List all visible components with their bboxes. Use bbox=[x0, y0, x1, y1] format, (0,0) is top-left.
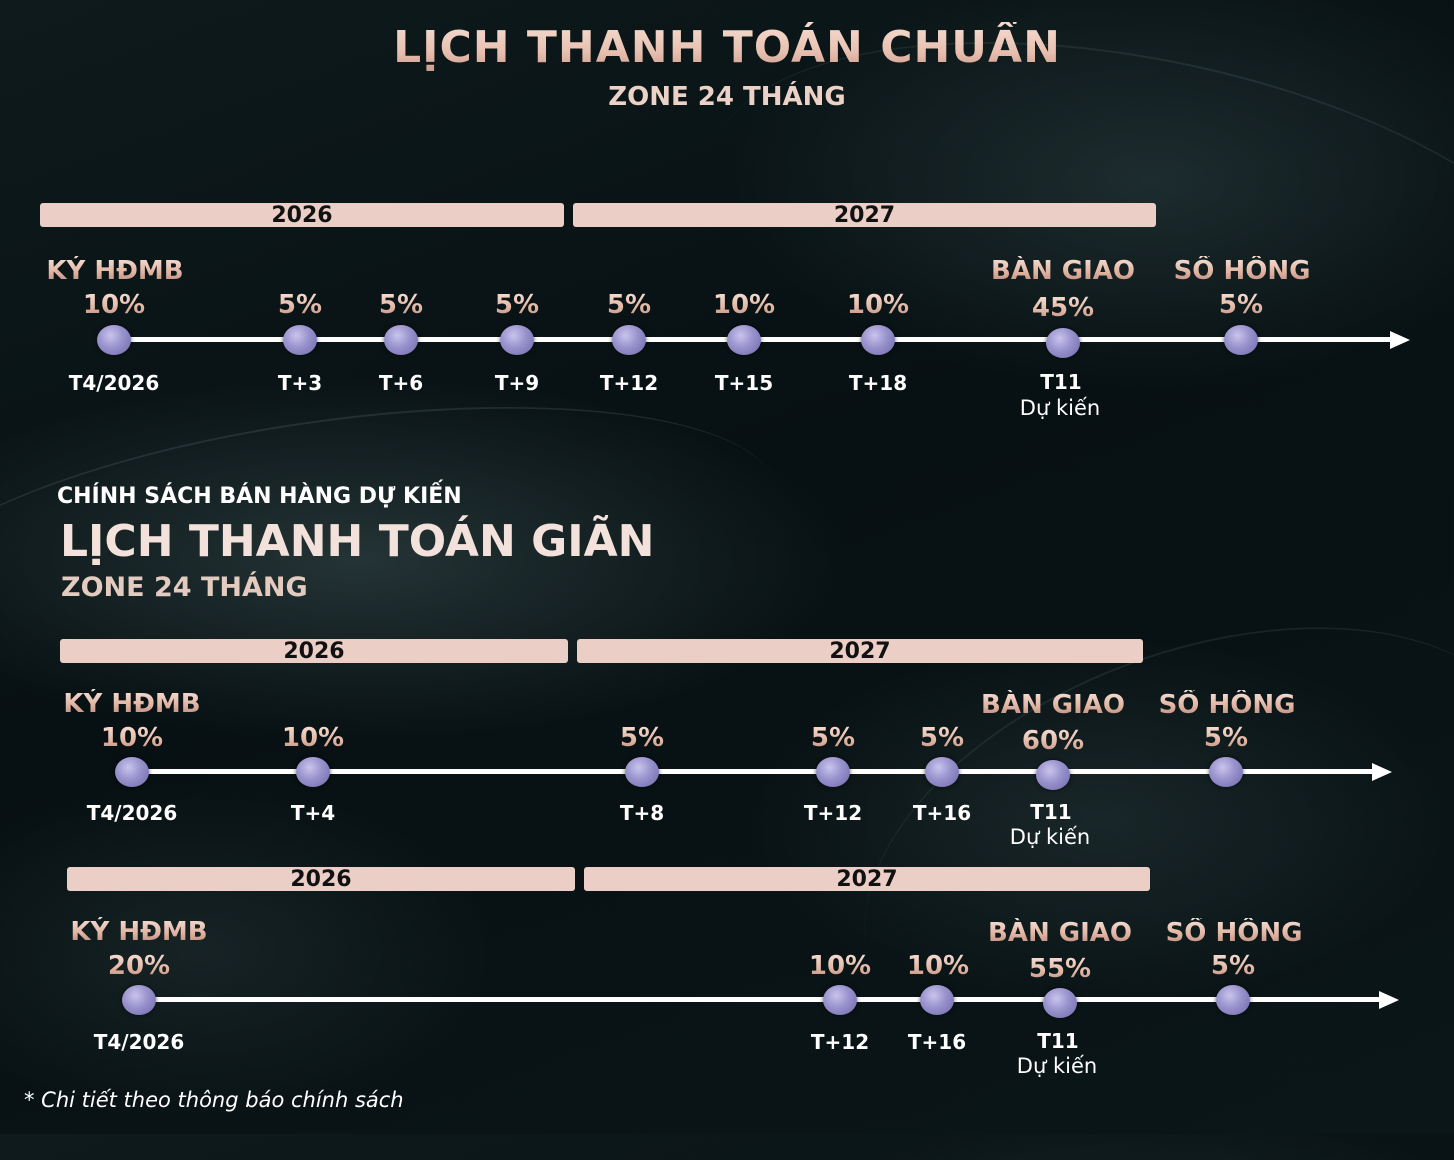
milestone-date: T+8 bbox=[619, 801, 665, 825]
timeline-dot bbox=[1224, 325, 1258, 355]
payment-percent: 5% bbox=[882, 723, 1002, 753]
payment-percent: 10% bbox=[780, 951, 900, 981]
timeline-dot bbox=[612, 325, 646, 355]
timeline-dot bbox=[920, 985, 954, 1015]
payment-percent: 5% bbox=[240, 290, 360, 320]
page-title: LỊCH THANH TOÁN CHUẨN bbox=[0, 22, 1454, 73]
payment-percent: 10% bbox=[818, 290, 938, 320]
payment-percent: 5% bbox=[457, 290, 577, 320]
section-title: LỊCH THANH TOÁN GIÃN bbox=[60, 516, 655, 567]
milestone-note: Dự kiến bbox=[1016, 1054, 1098, 1078]
timeline-dot bbox=[1209, 757, 1243, 787]
payment-percent: 10% bbox=[878, 951, 998, 981]
year-bar-2026: 2026 bbox=[40, 203, 564, 228]
timeline-dot bbox=[115, 757, 149, 787]
milestone-date: T11 bbox=[1037, 1029, 1079, 1053]
payment-percent: 5% bbox=[1173, 951, 1293, 981]
timeline-dot bbox=[1046, 328, 1080, 358]
timeline-dot bbox=[97, 325, 131, 355]
milestone-label: KÝ HĐMB bbox=[25, 256, 205, 286]
milestone-date: T11 bbox=[1040, 370, 1082, 394]
milestone-date: T+12 bbox=[810, 1030, 870, 1054]
year-bar-2027: 2027 bbox=[577, 639, 1143, 664]
payment-percent: 5% bbox=[341, 290, 461, 320]
year-bar-2027: 2027 bbox=[584, 867, 1150, 892]
milestone-date: T+12 bbox=[803, 801, 863, 825]
milestone-date: T4/2026 bbox=[86, 801, 178, 825]
milestone-label: KÝ HĐMB bbox=[49, 917, 229, 947]
timeline-dot bbox=[500, 325, 534, 355]
timeline-dot bbox=[1036, 760, 1070, 790]
timeline-dot bbox=[384, 325, 418, 355]
milestone-label: KÝ HĐMB bbox=[42, 689, 222, 719]
payment-percent: 5% bbox=[1181, 290, 1301, 320]
year-bar-2027: 2027 bbox=[573, 203, 1156, 228]
payment-percent: 5% bbox=[1166, 723, 1286, 753]
payment-percent: 55% bbox=[1000, 954, 1120, 984]
payment-percent: 5% bbox=[569, 290, 689, 320]
milestone-date: T+16 bbox=[907, 1030, 967, 1054]
payment-percent: 20% bbox=[79, 951, 199, 981]
timeline-dot bbox=[861, 325, 895, 355]
timeline-dot bbox=[1216, 985, 1250, 1015]
arrow-icon bbox=[1390, 331, 1410, 349]
milestone-note: Dự kiến bbox=[1009, 825, 1091, 849]
payment-percent: 10% bbox=[253, 723, 373, 753]
milestone-date: T+4 bbox=[290, 801, 336, 825]
milestone-label: BÀN GIAO bbox=[973, 256, 1153, 286]
timeline-dot bbox=[727, 325, 761, 355]
milestone-label: BÀN GIAO bbox=[963, 690, 1143, 720]
milestone-date: T+9 bbox=[494, 371, 540, 395]
milestone-date: T4/2026 bbox=[93, 1030, 185, 1054]
arrow-icon bbox=[1379, 991, 1399, 1009]
timeline-dot bbox=[816, 757, 850, 787]
timeline-dot bbox=[283, 325, 317, 355]
milestone-date: T+12 bbox=[599, 371, 659, 395]
milestone-date: T4/2026 bbox=[68, 371, 160, 395]
payment-percent: 10% bbox=[54, 290, 174, 320]
milestone-note: Dự kiến bbox=[1019, 396, 1101, 420]
payment-percent: 10% bbox=[684, 290, 804, 320]
policy-label: CHÍNH SÁCH BÁN HÀNG DỰ KIẾN bbox=[57, 484, 462, 509]
footnote: * Chi tiết theo thông báo chính sách bbox=[24, 1088, 404, 1112]
page-subtitle: ZONE 24 THÁNG bbox=[608, 82, 846, 112]
milestone-label: SỔ HỒNG bbox=[1137, 690, 1317, 720]
milestone-label: BÀN GIAO bbox=[970, 918, 1150, 948]
milestone-date: T+15 bbox=[714, 371, 774, 395]
payment-percent: 10% bbox=[72, 723, 192, 753]
timeline-dot bbox=[823, 985, 857, 1015]
arrow-icon bbox=[1372, 763, 1392, 781]
milestone-date: T+16 bbox=[912, 801, 972, 825]
milestone-date: T+18 bbox=[848, 371, 908, 395]
timeline-dot bbox=[122, 985, 156, 1015]
payment-percent: 45% bbox=[1003, 293, 1123, 323]
section-subtitle: ZONE 24 THÁNG bbox=[61, 572, 308, 603]
timeline-dot bbox=[625, 757, 659, 787]
milestone-date: T11 bbox=[1030, 800, 1072, 824]
timeline-dot bbox=[1043, 988, 1077, 1018]
payment-percent: 5% bbox=[582, 723, 702, 753]
milestone-date: T+3 bbox=[277, 371, 323, 395]
milestone-label: SỔ HỒNG bbox=[1152, 256, 1332, 286]
payment-percent: 60% bbox=[993, 726, 1113, 756]
timeline-dot bbox=[925, 757, 959, 787]
timeline-axis bbox=[139, 997, 1383, 1002]
milestone-label: SỔ HỒNG bbox=[1144, 918, 1324, 948]
timeline-axis bbox=[132, 769, 1376, 774]
milestone-date: T+6 bbox=[378, 371, 424, 395]
year-bar-2026: 2026 bbox=[60, 639, 568, 664]
payment-percent: 5% bbox=[773, 723, 893, 753]
timeline-dot bbox=[296, 757, 330, 787]
year-bar-2026: 2026 bbox=[67, 867, 575, 892]
